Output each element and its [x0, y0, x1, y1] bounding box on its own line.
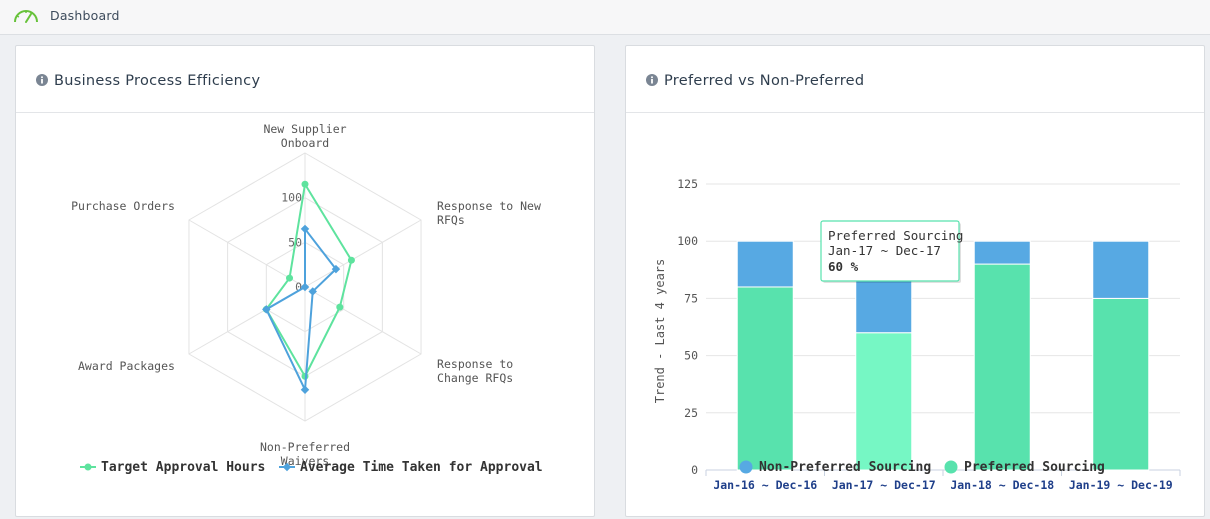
radar-tick-label: 0 [295, 280, 302, 294]
radar-axis-label: Purchase Orders [71, 199, 175, 213]
tooltip-value: 60 % [828, 259, 859, 274]
legend-item[interactable]: Non-Preferred Sourcing [739, 460, 932, 475]
top-bar: Dashboard [0, 0, 1210, 35]
dashboard-title[interactable]: Dashboard [50, 8, 120, 23]
legend-label: Preferred Sourcing [964, 460, 1105, 475]
info-icon[interactable] [36, 74, 48, 86]
x-tick-label: Jan-18 ~ Dec-18 [950, 478, 1054, 492]
y-tick-label: 125 [677, 177, 698, 191]
radar-axis-label: Response to New [437, 199, 541, 213]
legend-item[interactable]: Preferred Sourcing [944, 460, 1105, 475]
gauge-icon [14, 10, 38, 23]
radar-point[interactable] [262, 305, 271, 314]
radar-grid-spoke [304, 286, 422, 355]
radar-point[interactable] [301, 180, 309, 188]
radar-axis-label: Non-Preferred [260, 440, 350, 454]
legend-marker [282, 462, 292, 472]
radar-tick-label: 100 [281, 191, 302, 205]
y-tick-label: 0 [691, 463, 698, 477]
bar-preferred[interactable] [1092, 297, 1150, 471]
radar-point[interactable] [300, 385, 310, 394]
legend-marker [944, 460, 958, 474]
y-tick-label: 25 [684, 406, 698, 420]
legend-label: Average Time Taken for Approval [300, 460, 543, 475]
radar-point[interactable] [300, 224, 310, 234]
legend-label: Non-Preferred Sourcing [759, 460, 931, 475]
radar-point[interactable] [308, 287, 317, 296]
radar-axis-label: Award Packages [78, 359, 175, 373]
stacked-bar-chart: 0 25 50 75 100 125 Jan-16 ~ Dec-16 Jan-17 ~ De… [653, 177, 1181, 492]
radar-point[interactable] [347, 256, 355, 264]
tooltip-box [820, 220, 960, 282]
y-tick-label: 75 [684, 291, 698, 305]
radar-axis-label: Onboard [281, 136, 329, 150]
y-tick-label: 100 [677, 234, 698, 248]
bar-non-preferred[interactable] [1092, 240, 1150, 299]
radar-point[interactable] [300, 282, 310, 292]
bar-non-preferred[interactable] [973, 240, 1031, 265]
radar-point[interactable] [336, 303, 344, 311]
radar-point[interactable] [286, 274, 294, 282]
radar-axis-label: New Supplier [263, 122, 346, 136]
card-header: Preferred vs Non-Preferred [626, 46, 1204, 113]
card-title: Preferred vs Non-Preferred [664, 73, 865, 89]
bar-preferred[interactable] [973, 263, 1031, 471]
x-tick-label: Jan-16 ~ Dec-16 [713, 478, 817, 492]
info-icon[interactable] [646, 74, 658, 86]
y-tick-label: 50 [684, 349, 698, 363]
radar-axis-label: Waivers [281, 454, 329, 468]
radar-axis-label: Change RFQs [437, 371, 513, 385]
radar-point[interactable] [331, 264, 341, 274]
tooltip-category: Jan-17 ~ Dec-17 [828, 243, 941, 258]
legend-item[interactable]: Target Approval Hours [80, 460, 265, 475]
legend-item[interactable]: Average Time Taken for Approval [279, 460, 543, 475]
y-axis-label: Trend - Last 4 years [653, 259, 667, 404]
radar-series-line [265, 225, 338, 394]
radar-axis-label: RFQs [437, 213, 465, 227]
radar-grid-spoke [304, 219, 422, 288]
legend-marker [739, 460, 753, 474]
bar-non-preferred[interactable] [736, 240, 794, 288]
bar-preferred[interactable] [736, 286, 794, 471]
radar-grid-spoke [188, 219, 306, 288]
bar-preferred[interactable] [855, 332, 913, 471]
x-tick-label: Jan-17 ~ Dec-17 [832, 478, 936, 492]
tooltip-series: Preferred Sourcing [828, 228, 963, 243]
legend-marker [84, 463, 92, 471]
card-title: Business Process Efficiency [54, 73, 261, 89]
radar-axis-label: Response to [437, 357, 513, 371]
x-tick-label: Jan-19 ~ Dec-19 [1069, 478, 1173, 492]
preferred-vs-non-preferred-card: Preferred vs Non-Preferred 0 25 50 75 100 125… [625, 45, 1205, 517]
card-header: Business Process Efficiency [16, 46, 594, 113]
legend-label: Target Approval Hours [101, 460, 265, 475]
business-process-efficiency-card: Business Process Efficiency New Supplier… [15, 45, 595, 517]
